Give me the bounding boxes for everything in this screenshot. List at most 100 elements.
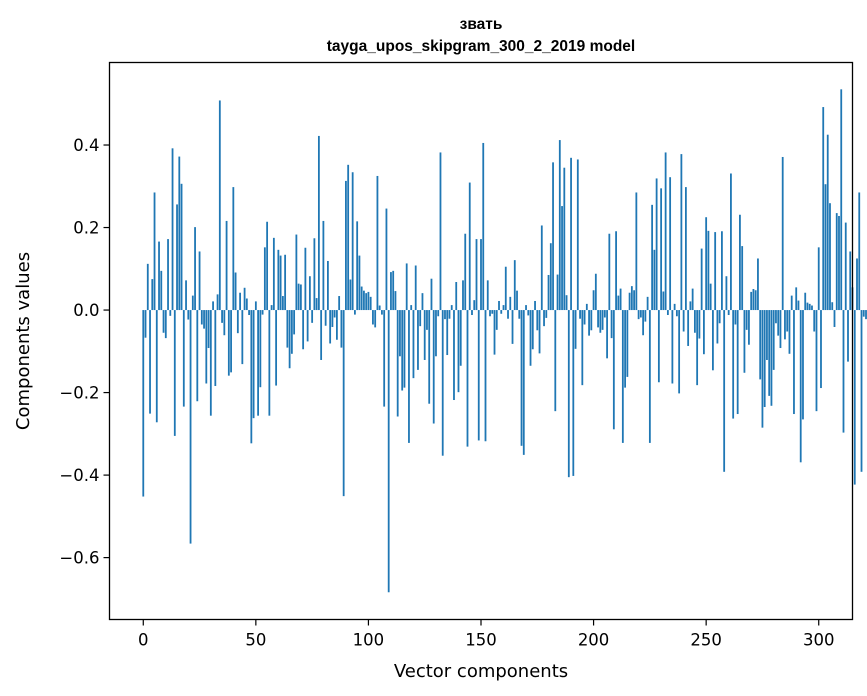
bar	[574, 310, 577, 349]
bar	[214, 310, 217, 386]
bar	[693, 310, 696, 333]
bar	[480, 239, 482, 311]
bar	[336, 310, 338, 340]
bar	[277, 249, 280, 311]
bar	[730, 173, 732, 311]
bar	[795, 287, 798, 311]
bar	[171, 148, 174, 311]
bar	[734, 310, 737, 325]
bar	[703, 310, 705, 355]
bar	[790, 295, 793, 311]
bar	[860, 310, 863, 472]
bar	[270, 305, 273, 311]
bar	[495, 310, 498, 330]
bar	[617, 295, 620, 311]
bar	[525, 305, 527, 311]
bar	[856, 258, 858, 311]
y-tick-label: −0.2	[59, 384, 99, 403]
bar	[534, 300, 536, 311]
bar	[345, 180, 347, 311]
bar	[302, 310, 305, 350]
bar	[549, 243, 552, 311]
bar	[275, 310, 278, 386]
bar	[268, 310, 271, 416]
bar	[462, 280, 464, 311]
bar	[203, 310, 205, 329]
bar	[565, 295, 568, 311]
bar	[216, 294, 219, 311]
x-tick-label: 50	[245, 631, 266, 650]
bar	[284, 254, 287, 311]
bar	[619, 288, 622, 311]
bar	[543, 310, 545, 327]
bar	[394, 291, 397, 311]
bar	[482, 142, 485, 311]
bar	[279, 255, 282, 311]
bar	[378, 305, 381, 311]
bar	[606, 310, 608, 359]
bar	[538, 310, 541, 354]
x-axis: 0 50 100 150 200 250 300	[138, 619, 834, 650]
bar	[763, 310, 766, 408]
bar	[209, 310, 212, 416]
bar	[644, 310, 647, 322]
bar	[299, 284, 302, 311]
bar	[234, 272, 237, 311]
bar	[545, 310, 548, 318]
bar	[261, 310, 264, 315]
bar	[829, 203, 831, 311]
bar	[655, 178, 658, 311]
bar	[158, 241, 160, 311]
bar	[788, 310, 791, 354]
bar	[675, 310, 678, 317]
bar	[198, 251, 201, 311]
bar	[518, 310, 521, 319]
bar	[853, 310, 856, 485]
bar	[590, 310, 593, 331]
bar	[671, 310, 674, 384]
y-tick-label: 0.0	[73, 301, 99, 320]
bar	[651, 204, 654, 311]
bar	[781, 156, 784, 311]
bar	[597, 310, 599, 328]
bar	[624, 310, 626, 388]
bar	[212, 301, 214, 311]
bar	[376, 175, 379, 311]
bar	[502, 305, 505, 311]
bar	[601, 310, 604, 330]
bar	[579, 310, 581, 319]
bar	[178, 156, 181, 311]
bar	[558, 140, 561, 311]
bar	[484, 310, 487, 442]
bar	[236, 310, 239, 334]
bar	[403, 310, 406, 388]
bar	[716, 310, 719, 344]
bar	[475, 239, 478, 311]
bar	[696, 310, 699, 386]
bar	[680, 154, 683, 311]
bar	[691, 288, 694, 311]
bar	[793, 310, 795, 415]
bar	[610, 310, 613, 339]
bar	[741, 246, 744, 311]
bar	[439, 152, 442, 311]
bar	[297, 283, 300, 311]
bar	[750, 291, 753, 311]
bar	[385, 208, 388, 311]
bar	[833, 310, 836, 327]
bar	[732, 310, 735, 419]
bar	[387, 310, 390, 593]
bar	[721, 231, 723, 311]
bar	[754, 290, 757, 311]
bar	[252, 310, 255, 419]
bar	[304, 247, 307, 311]
bar	[333, 310, 336, 318]
bar	[540, 225, 543, 311]
bar	[786, 310, 789, 332]
bar	[453, 310, 455, 401]
bar	[446, 310, 449, 356]
bar	[689, 301, 692, 311]
bar	[552, 162, 554, 311]
bar	[752, 289, 755, 311]
bar	[189, 310, 192, 544]
